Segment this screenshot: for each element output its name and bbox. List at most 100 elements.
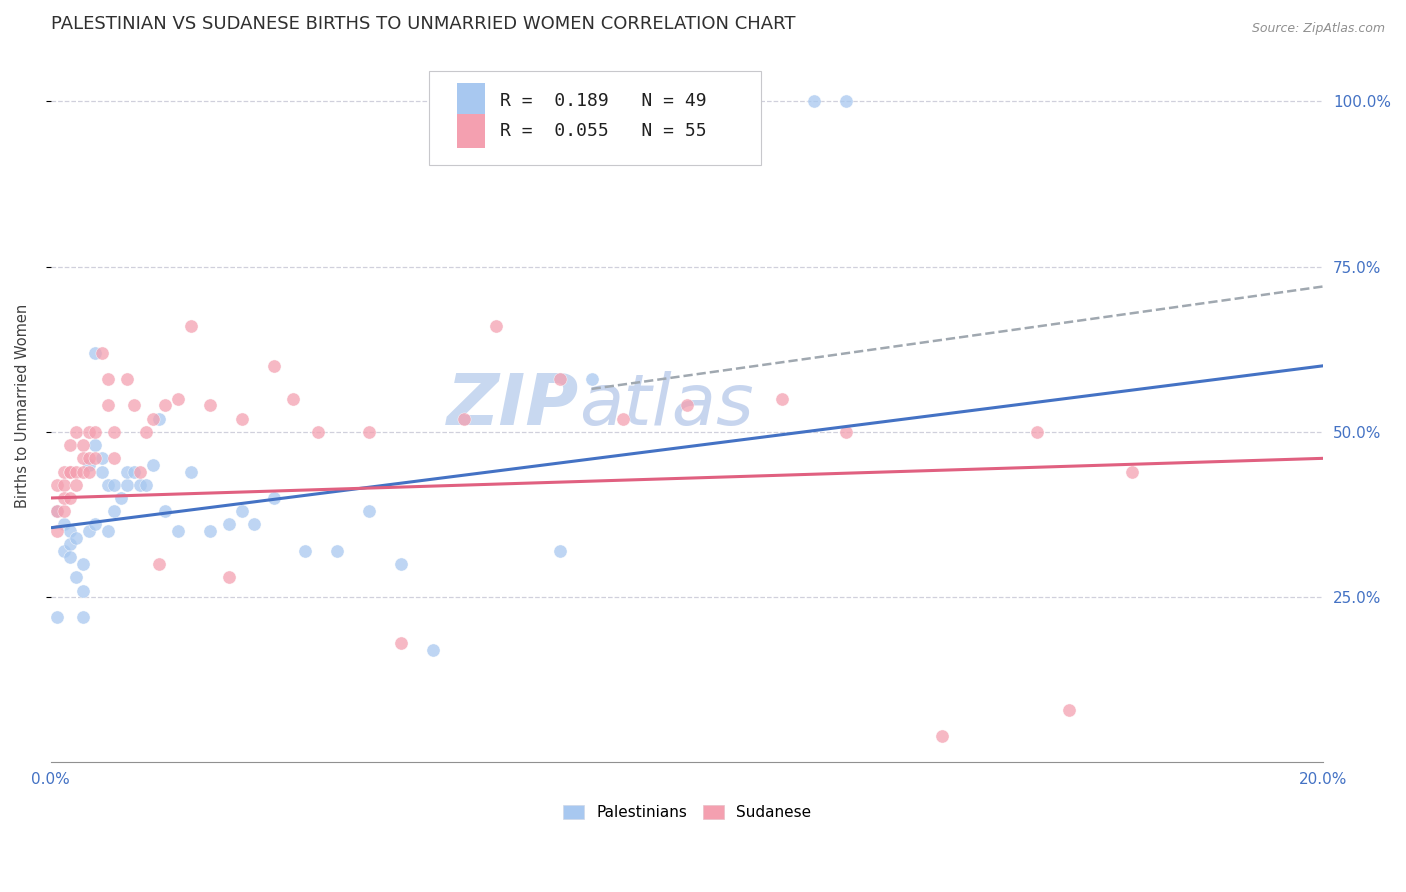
Point	[389, 636, 412, 650]
Point	[142, 458, 165, 472]
Point	[772, 392, 794, 406]
Legend: Palestinians, Sudanese: Palestinians, Sudanese	[557, 798, 817, 826]
Text: atlas: atlas	[579, 371, 754, 440]
Point	[84, 438, 107, 452]
Point	[90, 451, 112, 466]
Point	[115, 477, 138, 491]
Point	[180, 465, 202, 479]
Point	[97, 372, 120, 386]
Point	[231, 411, 253, 425]
Point	[72, 451, 94, 466]
Point	[218, 517, 240, 532]
Point	[180, 319, 202, 334]
Point	[389, 557, 412, 571]
Point	[135, 477, 157, 491]
Point	[422, 643, 444, 657]
Point	[167, 392, 190, 406]
Point	[115, 372, 138, 386]
Point	[97, 399, 120, 413]
Point	[1026, 425, 1049, 439]
Point	[148, 411, 170, 425]
Point	[103, 504, 125, 518]
Point	[103, 451, 125, 466]
Point	[52, 465, 75, 479]
Point	[122, 465, 145, 479]
Point	[548, 544, 571, 558]
Point	[72, 438, 94, 452]
Text: ZIP: ZIP	[447, 371, 579, 440]
Point	[281, 392, 304, 406]
Point	[77, 425, 100, 439]
Point	[155, 399, 177, 413]
Point	[676, 399, 699, 413]
Point	[84, 517, 107, 532]
Point	[135, 425, 157, 439]
Point	[84, 345, 107, 359]
Point	[103, 477, 125, 491]
Point	[65, 531, 87, 545]
Point	[77, 451, 100, 466]
Point	[243, 517, 266, 532]
Point	[46, 504, 69, 518]
Point	[72, 610, 94, 624]
Point	[46, 504, 69, 518]
Point	[548, 372, 571, 386]
Text: PALESTINIAN VS SUDANESE BIRTHS TO UNMARRIED WOMEN CORRELATION CHART: PALESTINIAN VS SUDANESE BIRTHS TO UNMARR…	[51, 15, 796, 33]
Point	[52, 491, 75, 505]
Point	[263, 491, 285, 505]
Point	[581, 372, 603, 386]
Point	[72, 583, 94, 598]
FancyBboxPatch shape	[457, 84, 485, 118]
Point	[84, 451, 107, 466]
Point	[148, 557, 170, 571]
Point	[167, 524, 190, 538]
Point	[72, 557, 94, 571]
Point	[59, 537, 82, 551]
FancyBboxPatch shape	[457, 114, 485, 148]
Point	[835, 425, 858, 439]
Point	[218, 570, 240, 584]
Point	[1057, 702, 1080, 716]
Point	[103, 425, 125, 439]
Point	[357, 425, 380, 439]
Point	[129, 465, 152, 479]
Point	[142, 411, 165, 425]
Point	[231, 504, 253, 518]
Point	[59, 465, 82, 479]
Point	[59, 465, 82, 479]
Point	[84, 425, 107, 439]
Point	[198, 399, 221, 413]
Point	[803, 95, 825, 109]
Text: R =  0.189   N = 49: R = 0.189 N = 49	[501, 92, 707, 110]
Point	[52, 517, 75, 532]
Point	[59, 550, 82, 565]
Point	[52, 544, 75, 558]
Point	[65, 477, 87, 491]
Point	[129, 477, 152, 491]
Point	[198, 524, 221, 538]
Point	[59, 491, 82, 505]
Point	[46, 610, 69, 624]
Point	[1121, 465, 1143, 479]
Point	[77, 458, 100, 472]
Point	[115, 465, 138, 479]
Point	[612, 95, 634, 109]
Point	[835, 95, 858, 109]
Point	[65, 425, 87, 439]
Point	[59, 524, 82, 538]
Point	[931, 729, 953, 743]
Point	[72, 465, 94, 479]
Point	[612, 411, 634, 425]
Point	[453, 411, 475, 425]
Point	[90, 345, 112, 359]
Point	[97, 524, 120, 538]
Point	[155, 504, 177, 518]
Point	[52, 477, 75, 491]
Point	[46, 477, 69, 491]
Y-axis label: Births to Unmarried Women: Births to Unmarried Women	[15, 303, 30, 508]
Point	[59, 438, 82, 452]
Point	[65, 570, 87, 584]
Point	[263, 359, 285, 373]
Point	[77, 465, 100, 479]
Point	[326, 544, 349, 558]
